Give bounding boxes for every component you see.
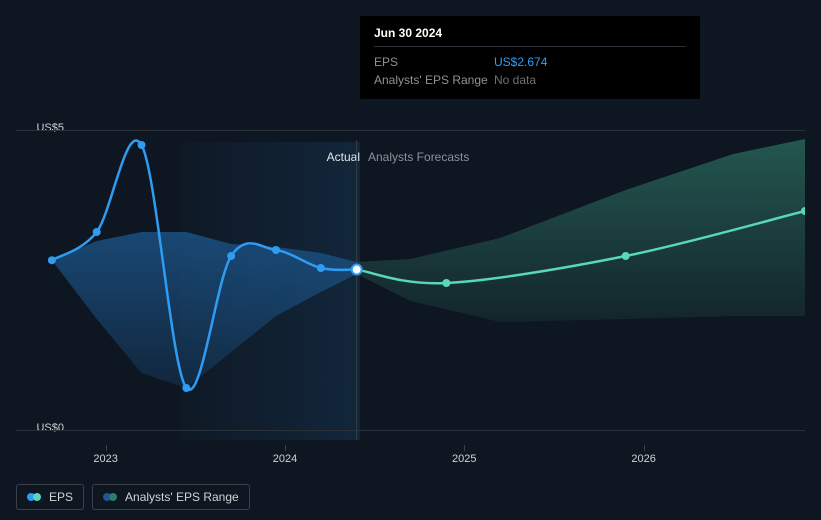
eps-marker — [272, 246, 280, 254]
x-axis-label: 2023 — [93, 453, 117, 465]
x-tick — [464, 445, 465, 451]
eps-marker — [182, 384, 190, 392]
x-tick — [285, 445, 286, 451]
chart-svg — [16, 130, 805, 440]
legend: EPS Analysts' EPS Range — [16, 484, 250, 510]
eps-marker-highlight — [352, 265, 362, 275]
gridline — [16, 430, 805, 431]
x-tick — [644, 445, 645, 451]
y-axis-label: US$0 — [36, 422, 64, 434]
tooltip-row-label: Analysts' EPS Range — [374, 71, 494, 89]
chart-tooltip: Jun 30 2024 EPSUS$2.674Analysts' EPS Ran… — [360, 16, 700, 99]
eps-marker — [442, 279, 450, 287]
tooltip-row: Analysts' EPS RangeNo data — [374, 71, 686, 89]
gridline — [16, 130, 805, 131]
x-tick — [106, 445, 107, 451]
x-axis-label: 2024 — [273, 453, 297, 465]
eps-marker — [317, 264, 325, 272]
eps-marker — [227, 252, 235, 260]
tooltip-divider — [374, 46, 686, 47]
x-axis: 2023 2024 2025 2026 — [16, 445, 805, 465]
tooltip-row-label: EPS — [374, 53, 494, 71]
band-swatch-icon — [103, 493, 117, 501]
tooltip-row: EPSUS$2.674 — [374, 53, 686, 71]
tooltip-row-value: No data — [494, 71, 536, 89]
eps-marker — [138, 141, 146, 149]
eps-chart[interactable]: Actual Analysts Forecasts US$5US$0 — [16, 130, 805, 440]
x-axis-label: 2025 — [452, 453, 476, 465]
analysts-band-actual — [52, 232, 357, 388]
x-axis-label: 2026 — [631, 453, 655, 465]
line-swatch-icon — [27, 493, 41, 501]
analysts-band-forecast — [357, 139, 805, 322]
eps-marker — [48, 256, 56, 264]
y-axis-label: US$5 — [36, 122, 64, 134]
legend-label: Analysts' EPS Range — [125, 490, 239, 504]
eps-marker — [93, 228, 101, 236]
legend-item[interactable]: EPS — [16, 484, 84, 510]
eps-marker — [622, 252, 630, 260]
legend-label: EPS — [49, 490, 73, 504]
tooltip-row-value: US$2.674 — [494, 53, 547, 71]
tooltip-date: Jun 30 2024 — [374, 26, 686, 40]
legend-item[interactable]: Analysts' EPS Range — [92, 484, 250, 510]
